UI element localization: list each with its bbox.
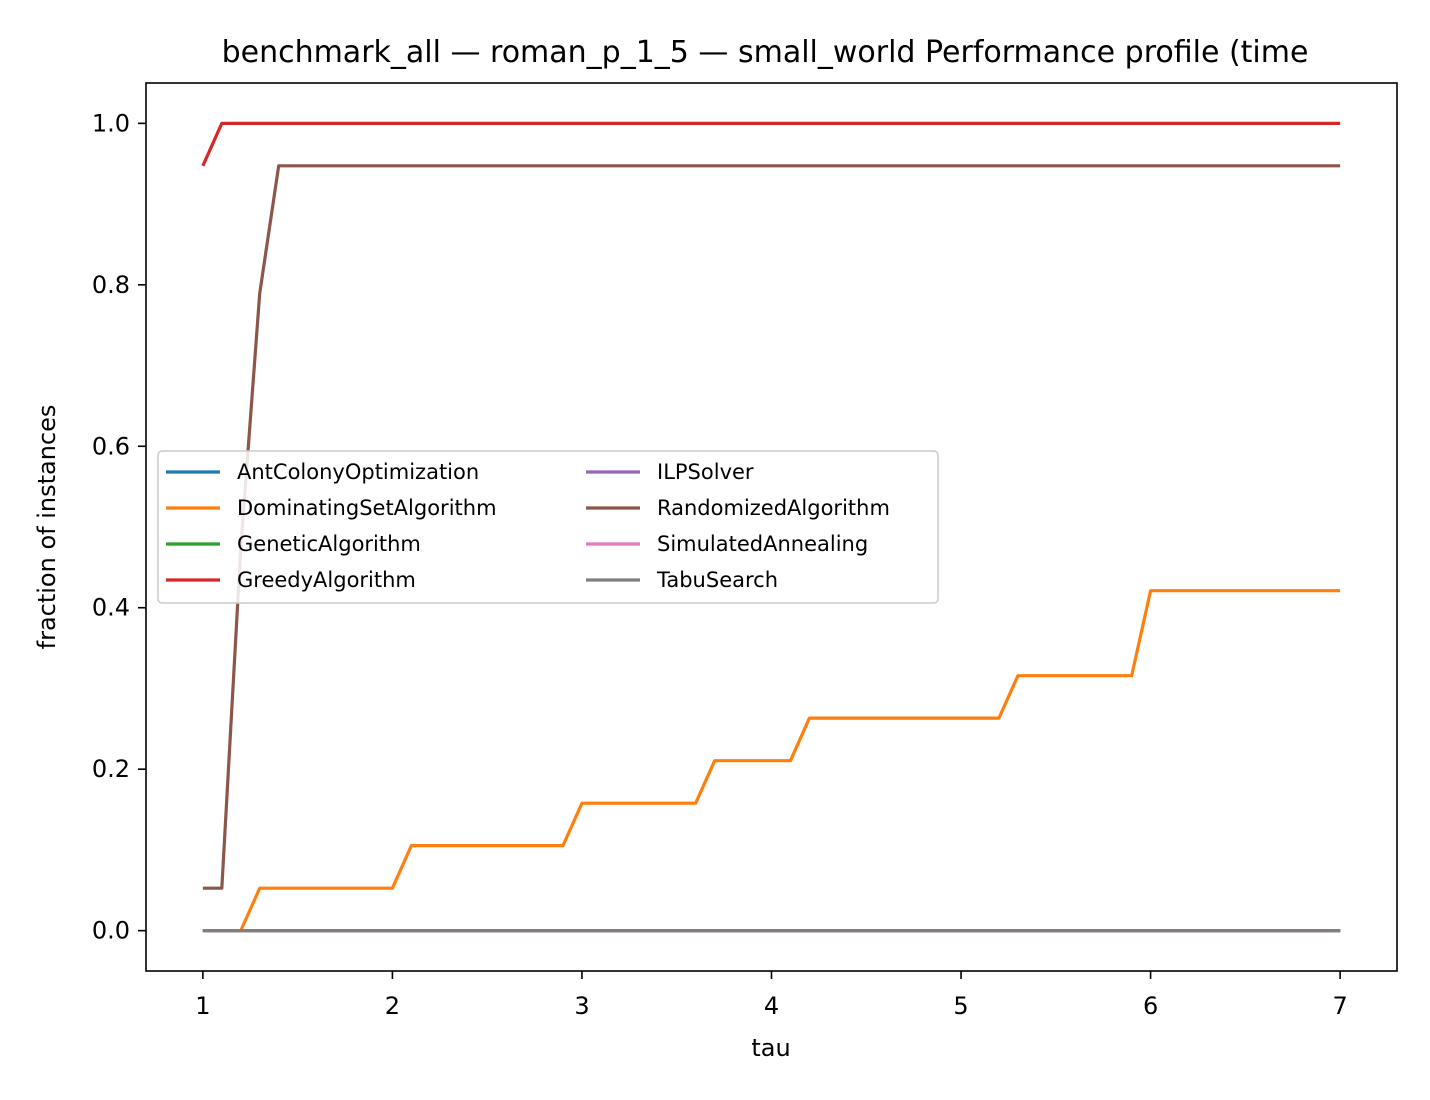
y-tick-label: 0.6	[92, 432, 130, 460]
y-tick-label: 0.4	[92, 594, 130, 622]
x-axis-label: tau	[751, 1034, 790, 1062]
x-tick-label: 7	[1332, 992, 1347, 1020]
legend-label: DominatingSetAlgorithm	[237, 496, 497, 520]
x-tick-label: 3	[574, 992, 589, 1020]
series-line-5	[202, 164, 1341, 890]
y-axis: 0.0 0.2 0.4 0.6 0.8 1.0	[92, 109, 146, 945]
chart-title: benchmark_all — roman_p_1_5 — small_worl…	[222, 35, 1309, 70]
legend-label: TabuSearch	[656, 568, 778, 592]
x-tick-label: 6	[1143, 992, 1158, 1020]
y-tick-label: 0.8	[92, 271, 130, 299]
legend-label: GeneticAlgorithm	[237, 532, 421, 556]
legend-label: AntColonyOptimization	[237, 460, 479, 484]
x-tick-label: 4	[764, 992, 779, 1020]
legend-label: ILPSolver	[657, 460, 754, 484]
legend-label: RandomizedAlgorithm	[657, 496, 890, 520]
x-tick-label: 1	[195, 992, 210, 1020]
y-tick-label: 0.2	[92, 755, 130, 783]
x-axis: 1 2 3 4 5 6 7	[195, 971, 1348, 1020]
legend: AntColonyOptimization DominatingSetAlgori…	[157, 450, 939, 604]
legend-box	[157, 450, 939, 604]
series-layer	[201, 121, 1341, 933]
y-tick-label: 0.0	[92, 917, 130, 945]
legend-label: SimulatedAnnealing	[657, 532, 868, 556]
x-tick-label: 5	[953, 992, 968, 1020]
x-tick-label: 2	[385, 992, 400, 1020]
legend-label: GreedyAlgorithm	[237, 568, 416, 592]
series-line-1	[202, 589, 1341, 933]
y-axis-label: fraction of instances	[33, 405, 61, 650]
series-line-3	[201, 121, 1341, 167]
y-tick-label: 1.0	[92, 109, 130, 137]
